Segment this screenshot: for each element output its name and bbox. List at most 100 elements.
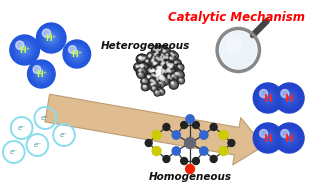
Circle shape <box>47 34 55 42</box>
Text: Homogeneous: Homogeneous <box>148 172 232 182</box>
Circle shape <box>168 64 176 72</box>
Circle shape <box>152 69 154 71</box>
Circle shape <box>155 72 162 79</box>
Circle shape <box>155 70 157 72</box>
Circle shape <box>159 69 160 71</box>
Circle shape <box>174 70 184 81</box>
Circle shape <box>151 72 154 74</box>
Circle shape <box>158 80 165 88</box>
Circle shape <box>142 78 148 85</box>
Circle shape <box>156 70 166 81</box>
Circle shape <box>139 69 144 75</box>
Circle shape <box>157 67 165 75</box>
Circle shape <box>253 123 283 153</box>
Circle shape <box>160 82 161 84</box>
Circle shape <box>139 64 147 72</box>
Circle shape <box>156 69 162 75</box>
Text: e⁻: e⁻ <box>10 149 18 155</box>
Circle shape <box>152 79 157 84</box>
Circle shape <box>161 63 166 69</box>
Circle shape <box>177 64 183 71</box>
Circle shape <box>172 54 176 59</box>
Circle shape <box>156 70 161 76</box>
Circle shape <box>171 58 173 61</box>
Circle shape <box>137 62 147 72</box>
Circle shape <box>143 57 145 59</box>
Circle shape <box>134 63 142 71</box>
Circle shape <box>282 91 296 105</box>
Circle shape <box>281 129 298 147</box>
Circle shape <box>158 69 164 75</box>
Circle shape <box>156 73 162 78</box>
Circle shape <box>157 70 159 72</box>
Circle shape <box>159 52 167 60</box>
Circle shape <box>163 77 167 81</box>
Circle shape <box>150 79 156 85</box>
Circle shape <box>176 72 182 78</box>
Circle shape <box>152 73 159 81</box>
Circle shape <box>148 76 151 79</box>
Circle shape <box>176 73 178 75</box>
Circle shape <box>146 74 154 82</box>
Circle shape <box>148 69 156 77</box>
Circle shape <box>135 64 143 72</box>
Circle shape <box>161 46 168 53</box>
Circle shape <box>16 42 33 58</box>
Circle shape <box>186 115 194 123</box>
Circle shape <box>172 65 175 67</box>
Circle shape <box>138 67 140 69</box>
Circle shape <box>166 73 173 81</box>
Circle shape <box>156 75 160 79</box>
Circle shape <box>286 94 293 102</box>
Circle shape <box>153 72 164 82</box>
Circle shape <box>160 59 169 69</box>
Circle shape <box>166 66 175 75</box>
Circle shape <box>137 54 146 63</box>
Circle shape <box>156 52 158 54</box>
Circle shape <box>150 57 158 64</box>
Circle shape <box>139 56 144 61</box>
Circle shape <box>155 56 162 63</box>
Circle shape <box>139 56 141 58</box>
Circle shape <box>168 62 174 68</box>
Circle shape <box>151 46 161 56</box>
Circle shape <box>159 72 164 77</box>
Circle shape <box>171 82 176 87</box>
Circle shape <box>171 82 173 84</box>
Circle shape <box>149 56 151 59</box>
Circle shape <box>157 71 158 73</box>
Circle shape <box>162 73 165 75</box>
Circle shape <box>152 69 157 74</box>
Circle shape <box>138 57 140 59</box>
Circle shape <box>159 70 162 73</box>
Circle shape <box>143 79 145 81</box>
Circle shape <box>141 65 146 71</box>
Circle shape <box>151 80 155 84</box>
Circle shape <box>156 72 158 74</box>
Circle shape <box>149 69 151 71</box>
Circle shape <box>151 68 158 75</box>
Circle shape <box>163 70 164 72</box>
Circle shape <box>161 67 164 70</box>
Circle shape <box>156 72 161 77</box>
Circle shape <box>33 66 49 82</box>
Circle shape <box>158 76 168 86</box>
Circle shape <box>169 65 175 71</box>
Text: e⁻: e⁻ <box>33 142 42 148</box>
Circle shape <box>163 123 170 130</box>
Circle shape <box>73 50 80 58</box>
Circle shape <box>158 71 165 77</box>
Circle shape <box>158 66 162 70</box>
Circle shape <box>156 67 162 73</box>
Circle shape <box>260 129 268 138</box>
Circle shape <box>169 69 172 72</box>
Circle shape <box>164 60 173 68</box>
Circle shape <box>137 66 138 67</box>
Circle shape <box>160 70 161 71</box>
Circle shape <box>46 33 56 43</box>
Circle shape <box>153 81 158 87</box>
Circle shape <box>166 63 173 70</box>
Circle shape <box>168 55 176 64</box>
Circle shape <box>286 134 293 142</box>
Circle shape <box>160 53 166 59</box>
